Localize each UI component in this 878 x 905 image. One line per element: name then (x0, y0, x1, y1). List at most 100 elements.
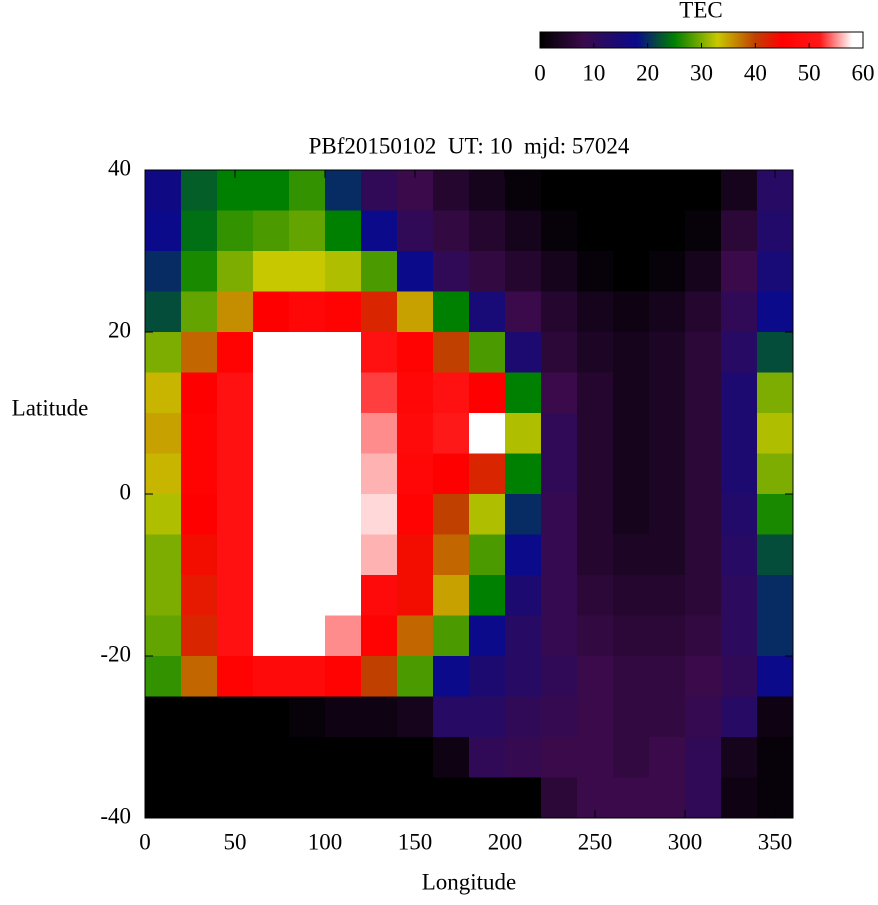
heat-cell (721, 291, 758, 333)
heat-cell (325, 656, 362, 697)
heat-cell (361, 372, 398, 414)
heat-cell (613, 737, 650, 778)
heat-cell (757, 534, 794, 576)
heat-cell (253, 696, 290, 738)
heat-cell (721, 453, 758, 495)
heat-cell (289, 494, 326, 535)
heat-cell (181, 413, 218, 454)
heat-cell (685, 696, 722, 738)
heat-cell (649, 494, 686, 535)
heat-cell (253, 737, 290, 778)
heat-cell (145, 210, 182, 252)
heat-cell (541, 251, 578, 292)
heat-cell (289, 413, 326, 454)
heat-cell (217, 210, 254, 252)
heat-cell (541, 210, 578, 252)
heat-cell (577, 615, 614, 657)
colorbar-tick-label: 40 (744, 60, 767, 85)
heat-cell (577, 413, 614, 454)
heat-cell (613, 332, 650, 373)
heat-cell (649, 372, 686, 414)
heat-cell (181, 251, 218, 292)
heat-cell (217, 453, 254, 495)
heat-cell (577, 453, 614, 495)
heat-cell (145, 251, 182, 292)
heat-cell (649, 251, 686, 292)
heat-cell (721, 656, 758, 697)
heat-cell (649, 615, 686, 657)
heat-cell (541, 615, 578, 657)
heat-cell (685, 575, 722, 616)
heat-cell (685, 210, 722, 252)
y-tick-label: 0 (120, 479, 132, 504)
heat-cell (721, 413, 758, 454)
heat-cell (181, 737, 218, 778)
heat-cell (145, 453, 182, 495)
heat-cell (469, 777, 506, 819)
colorbar-tick-label: 50 (798, 60, 821, 85)
heat-cell (541, 332, 578, 373)
heat-cell (505, 332, 542, 373)
heat-cell (685, 453, 722, 495)
heat-cell (361, 332, 398, 373)
heat-cell (325, 413, 362, 454)
heat-cell (289, 170, 326, 211)
x-tick-label: 100 (308, 829, 343, 854)
heat-cell (541, 453, 578, 495)
heat-cell (613, 372, 650, 414)
heat-cell (397, 251, 434, 292)
heat-cell (397, 372, 434, 414)
heat-cell (325, 777, 362, 819)
heat-cell (649, 453, 686, 495)
heat-cell (433, 737, 470, 778)
heat-cell (469, 656, 506, 697)
heat-cell (649, 534, 686, 576)
heat-cell (397, 332, 434, 373)
heat-cell (469, 170, 506, 211)
heat-cell (505, 210, 542, 252)
heat-cell (289, 534, 326, 576)
heat-cell (685, 291, 722, 333)
heat-cell (577, 494, 614, 535)
heat-cell (505, 575, 542, 616)
heat-cell (757, 210, 794, 252)
heat-cell (685, 251, 722, 292)
heat-cell (757, 453, 794, 495)
heat-cell (433, 615, 470, 657)
heat-cell (145, 696, 182, 738)
heat-cell (541, 656, 578, 697)
heat-cell (217, 696, 254, 738)
heat-cell (613, 534, 650, 576)
heat-cell (433, 453, 470, 495)
heat-cell (685, 534, 722, 576)
heat-cell (613, 777, 650, 819)
heat-cell (721, 170, 758, 211)
heat-cell (325, 453, 362, 495)
heat-cell (217, 534, 254, 576)
heat-cell (505, 494, 542, 535)
heat-cell (505, 534, 542, 576)
heat-cell (217, 251, 254, 292)
heat-cell (361, 575, 398, 616)
heat-cell (289, 453, 326, 495)
heat-cell (541, 696, 578, 738)
y-tick-label: -20 (100, 641, 131, 666)
heat-cell (613, 413, 650, 454)
heat-cell (433, 534, 470, 576)
heat-cell (289, 210, 326, 252)
heat-cell (145, 777, 182, 819)
heat-cell (397, 615, 434, 657)
heat-cell (181, 777, 218, 819)
heat-cell (253, 575, 290, 616)
heat-cell (325, 696, 362, 738)
heat-cell (289, 332, 326, 373)
heat-cell (541, 170, 578, 211)
heat-cell (289, 696, 326, 738)
heat-cell (397, 210, 434, 252)
heat-cell (253, 170, 290, 211)
heat-cell (397, 737, 434, 778)
heat-cell (685, 372, 722, 414)
heat-cell (721, 575, 758, 616)
heat-cell (613, 615, 650, 657)
heat-cell (433, 494, 470, 535)
